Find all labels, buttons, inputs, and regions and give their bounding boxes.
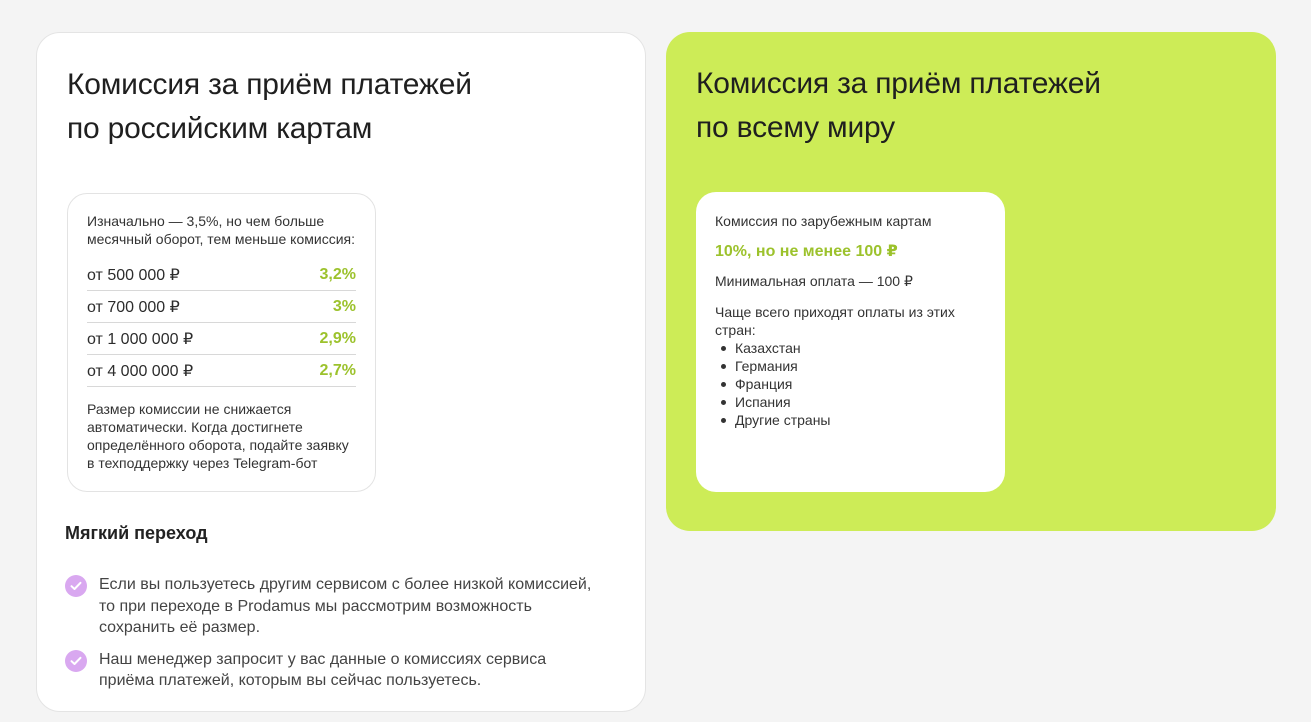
rate-percent: 3,2% (319, 265, 356, 283)
country-list: Казахстан Германия Франция Испания Други… (715, 339, 986, 429)
title-line-2: по российским картам (67, 112, 373, 145)
rate-percent: 3% (332, 297, 356, 315)
worldwide-title: Комиссия за приём платежей по всему миру (696, 62, 1101, 150)
worldwide-commission-card: Комиссия за приём платежей по всему миру… (666, 32, 1276, 531)
russian-cards-title: Комиссия за приём платежей по российским… (67, 63, 472, 151)
list-item: Франция (715, 375, 986, 393)
foreign-cards-label: Комиссия по зарубежным картам (715, 213, 932, 229)
title-line-1: Комиссия за приём платежей (696, 67, 1101, 100)
title-line-1: Комиссия за приём платежей (67, 68, 472, 101)
rate-note: Размер комиссии не снижается автоматичес… (87, 401, 349, 471)
rate-box: Изначально — 3,5%, но чем больше месячны… (67, 193, 376, 492)
list-item: Казахстан (715, 339, 986, 357)
rate-amount: от 700 000 ₽ (87, 298, 180, 316)
list-item: Наш менеджер запросит у вас данные о ком… (65, 649, 605, 692)
minimum-payment: Минимальная оплата — 100 ₽ (715, 273, 913, 289)
title-line-2: по всему миру (696, 111, 895, 144)
countries-intro: Чаще всего приходят оплаты из этих стран… (715, 304, 955, 338)
foreign-cards-rate: 10%, но не менее 100 ₽ (715, 243, 898, 260)
soft-transition-list: Если вы пользуетесь другим сервисом с бо… (65, 574, 605, 702)
foreign-cards-box: Комиссия по зарубежным картам 10%, но не… (696, 192, 1005, 492)
rate-percent: 2,7% (319, 361, 356, 379)
rate-row: от 1 000 000 ₽ 2,9% (87, 323, 356, 355)
list-item: Если вы пользуетесь другим сервисом с бо… (65, 574, 605, 639)
list-item: Испания (715, 393, 986, 411)
rate-amount: от 1 000 000 ₽ (87, 330, 194, 348)
rate-intro: Изначально — 3,5%, но чем больше месячны… (87, 213, 355, 247)
rate-percent: 2,9% (319, 329, 356, 347)
rate-row: от 700 000 ₽ 3% (87, 291, 356, 323)
soft-item-text: Наш менеджер запросит у вас данные о ком… (99, 650, 547, 690)
rate-row: от 4 000 000 ₽ 2,7% (87, 355, 356, 387)
russian-cards-commission-card: Комиссия за приём платежей по российским… (36, 32, 646, 712)
list-item: Другие страны (715, 411, 986, 429)
rate-row: от 500 000 ₽ 3,2% (87, 259, 356, 291)
check-circle-icon (65, 575, 87, 597)
rate-table: от 500 000 ₽ 3,2% от 700 000 ₽ 3% от 1 0… (87, 259, 356, 387)
soft-item-text: Если вы пользуетесь другим сервисом с бо… (99, 576, 592, 636)
soft-transition-title: Мягкий переход (65, 523, 208, 543)
check-circle-icon (65, 649, 87, 672)
list-item: Германия (715, 357, 986, 375)
rate-amount: от 500 000 ₽ (87, 266, 180, 284)
rate-amount: от 4 000 000 ₽ (87, 362, 194, 380)
